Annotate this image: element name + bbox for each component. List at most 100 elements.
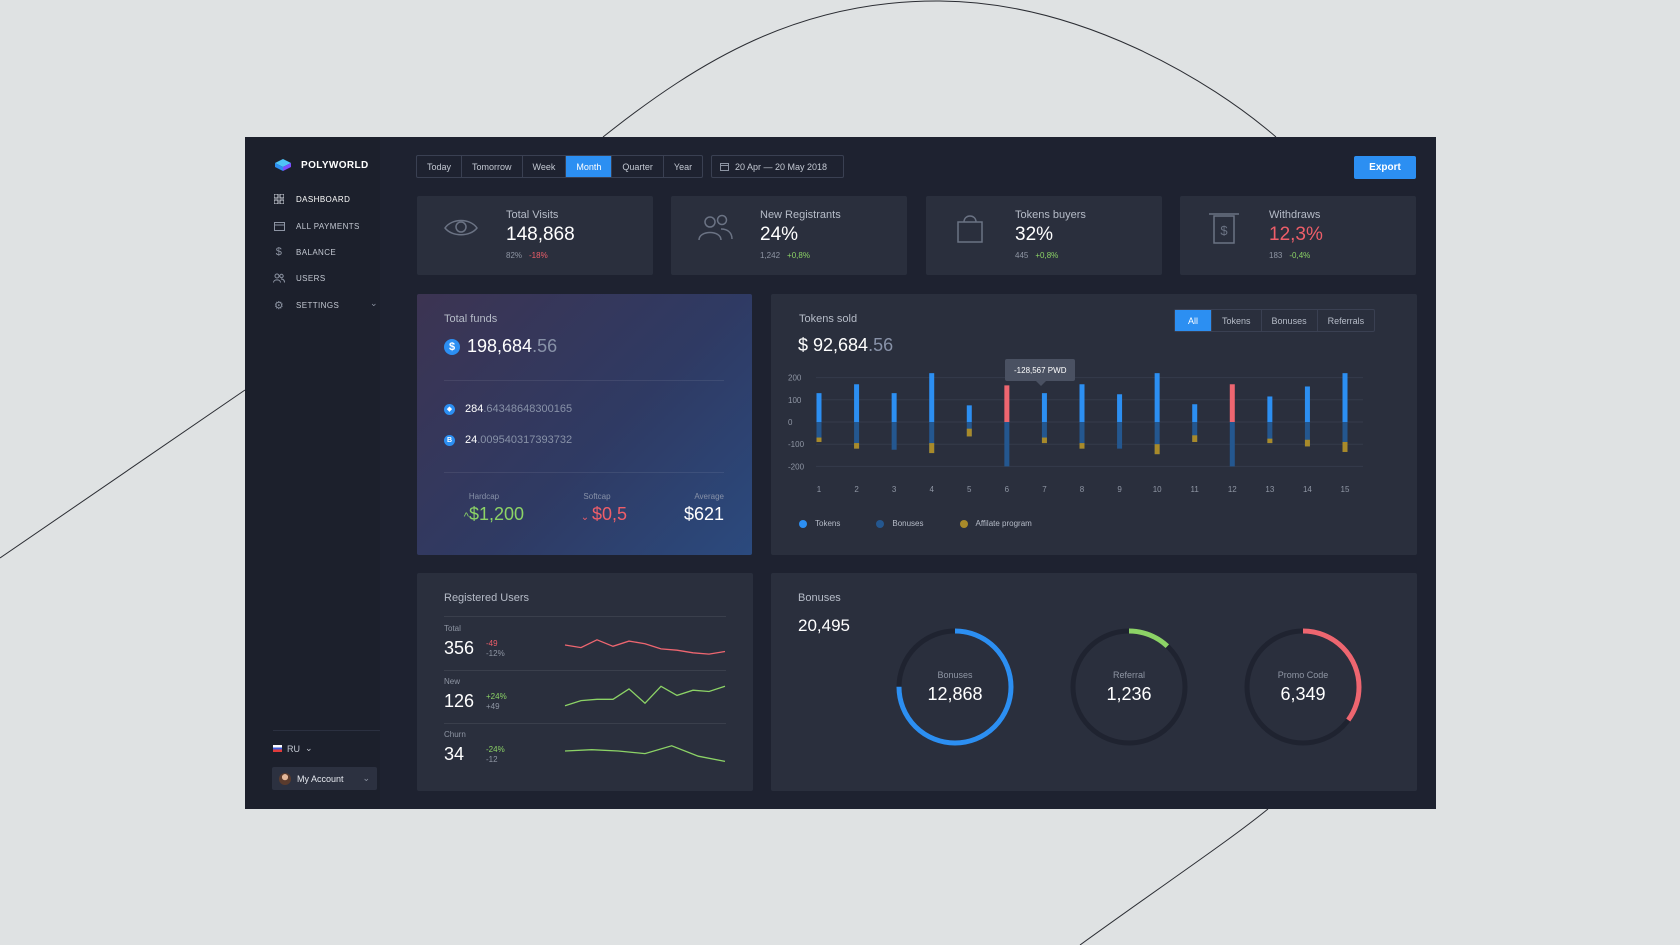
stat-card-new-registrants: New Registrants 24% 1,242 +0,8% — [671, 196, 907, 275]
stat-sub: 445 +0,8% — [1015, 251, 1058, 260]
bar-affiliate — [1079, 443, 1085, 449]
x-tick-label: 13 — [1265, 485, 1274, 494]
ring-arc — [1244, 628, 1362, 746]
bar-tokens — [1267, 396, 1273, 422]
ring-label: Referral — [1112, 670, 1145, 680]
filter-tokens[interactable]: Tokens — [1212, 310, 1262, 331]
bar-bonuses — [816, 422, 822, 442]
sidebar: POLYWORLD DASHBOARD ALL PAYMENTS $ BALAN… — [245, 137, 380, 809]
account-label: My Account — [297, 773, 344, 784]
export-button[interactable]: Export — [1354, 156, 1416, 179]
date-range-picker[interactable]: 20 Apr — 20 May 2018 — [711, 155, 844, 178]
stat-sub: 82% -18% — [506, 251, 548, 260]
row-delta: -24% — [486, 745, 505, 754]
eye-icon — [444, 219, 478, 236]
stat-sub-count: 1,242 — [760, 251, 781, 260]
period-today[interactable]: Today — [417, 156, 463, 177]
divider — [444, 670, 726, 671]
grid-icon — [273, 193, 285, 205]
sidebar-item-all-payments[interactable]: ALL PAYMENTS — [273, 219, 360, 233]
row-value: 34 — [444, 744, 465, 764]
bar-bonuses — [1154, 422, 1160, 455]
eth-int: 284 — [465, 403, 484, 415]
period-month[interactable]: Month — [566, 156, 613, 177]
filter-bonuses[interactable]: Bonuses — [1262, 310, 1318, 331]
period-week[interactable]: Week — [523, 156, 567, 177]
legend-item-bonuses[interactable]: Bonuses — [876, 519, 924, 528]
btc-int: 24 — [465, 434, 478, 446]
stat-sub: 183 -0,4% — [1269, 251, 1310, 260]
sidebar-item-balance[interactable]: $ BALANCE — [273, 245, 336, 259]
bonuses-card: Bonuses 20,495 Bonuses 12,868 Referral 1… — [771, 573, 1417, 791]
bar-bonuses — [1117, 422, 1123, 449]
period-quarter[interactable]: Quarter — [612, 156, 664, 177]
chart-legend: Tokens Bonuses Affilate program — [799, 519, 1032, 528]
filter-referrals[interactable]: Referrals — [1327, 315, 1365, 326]
tokens-filter: All Tokens Bonuses Referrals — [1174, 309, 1376, 332]
account-menu[interactable]: My Account ⌄ — [272, 767, 377, 790]
stat-title: Withdraws — [1269, 209, 1321, 221]
registered-row-total: Total 356 -49 -12% — [444, 624, 726, 676]
y-tick-label: -100 — [788, 440, 805, 449]
divider — [273, 730, 380, 731]
bar-bonuses — [1267, 422, 1273, 444]
card-icon — [273, 220, 285, 232]
ring-chart — [896, 628, 1014, 746]
legend-dot — [799, 519, 807, 528]
period-year[interactable]: Year — [673, 161, 693, 172]
row-label: New — [444, 677, 461, 686]
tokens-sold-value: $ 92,684.56 — [798, 335, 894, 355]
stat-card-withdraws: $ Withdraws 12,3% 183 -0,4% — [1180, 196, 1416, 275]
bar-tokens — [1229, 384, 1235, 422]
softcap: Softcap ⌄ $0,5 — [567, 492, 627, 525]
stat-sub-change: +0,8% — [787, 251, 810, 260]
bar-affiliate — [1304, 439, 1310, 447]
bar-bonuses — [1192, 422, 1198, 442]
y-tick-label: -200 — [788, 462, 805, 471]
period-selector: Today Tomorrow Week Month Quarter Year — [416, 155, 704, 178]
x-tick-label: 9 — [1117, 485, 1122, 494]
softcap-value: ⌄ $0,5 — [580, 504, 627, 524]
bar-tokens — [1041, 393, 1047, 422]
bar-bonuses — [1229, 422, 1235, 467]
language-selector[interactable]: RU ⌄ — [273, 743, 313, 754]
legend-item-tokens[interactable]: Tokens — [799, 519, 840, 528]
average-value: $621 — [683, 504, 724, 524]
chevron-down-icon[interactable]: ⌄ — [370, 298, 378, 308]
dollar-coin-icon: $ — [444, 338, 460, 355]
softcap-label: Softcap — [583, 492, 611, 501]
y-tick-label: 200 — [788, 374, 802, 383]
sidebar-item-users[interactable]: USERS — [273, 271, 326, 285]
bar-affiliate — [1192, 435, 1198, 442]
row-value: 356 — [444, 638, 475, 658]
users-icon — [273, 272, 285, 284]
brand-logo[interactable]: POLYWORLD — [273, 157, 369, 173]
sparkline — [564, 639, 726, 655]
legend-item-affiliate[interactable]: Affilate program — [959, 519, 1032, 528]
calendar-icon — [720, 163, 729, 171]
hardcap-value: ^$1,200 — [463, 504, 524, 524]
sidebar-item-label: BALANCE — [296, 247, 337, 257]
sidebar-item-settings[interactable]: ⚙ SETTINGS — [273, 298, 380, 312]
sparkline — [564, 745, 726, 763]
dollar-icon: $ — [275, 246, 283, 258]
language-code: RU — [287, 743, 300, 754]
y-tick-label: 100 — [788, 396, 802, 405]
stat-sub-count: 445 — [1015, 251, 1029, 260]
sidebar-item-dashboard[interactable]: DASHBOARD — [273, 192, 350, 206]
x-tick-label: 1 — [817, 485, 822, 494]
x-tick-label: 5 — [967, 485, 972, 494]
filter-all[interactable]: All — [1175, 310, 1213, 331]
x-tick-label: 2 — [854, 485, 859, 494]
hardcap: Hardcap ^$1,200 — [444, 492, 524, 525]
ring-promo-code: Promo Code 6,349 — [1241, 625, 1365, 749]
ring-label: Bonuses — [937, 670, 973, 680]
x-tick-label: 14 — [1303, 485, 1312, 494]
registered-row-new: New 126 +24% +49 — [444, 677, 726, 729]
stat-sub-count: 82% — [506, 251, 523, 260]
chevron-down-icon: ⌄ — [305, 743, 313, 753]
x-tick-label: 7 — [1042, 485, 1047, 494]
period-tomorrow[interactable]: Tomorrow — [462, 156, 523, 177]
